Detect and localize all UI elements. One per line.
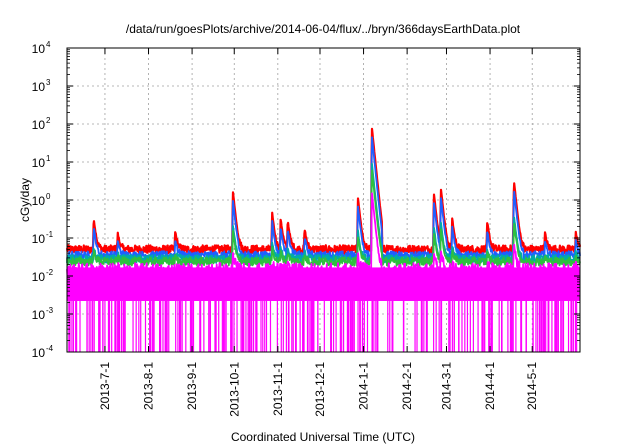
y-tick-label: 10	[32, 194, 46, 208]
series-line	[66, 162, 581, 265]
y-tick-label: 10	[32, 118, 46, 132]
series-line	[66, 136, 581, 261]
y-tick-exponent: -1	[46, 230, 54, 239]
chart-title: /data/run/goesPlots/archive/2014-06-04/f…	[126, 22, 521, 36]
y-tick-label: 10	[32, 232, 46, 246]
x-tick-label: 2014-4-1	[483, 362, 497, 410]
y-tick-label: 10	[32, 156, 46, 170]
x-tick-label: 2013-11-1	[271, 362, 285, 416]
x-tick-label: 2014-3-1	[439, 362, 453, 410]
series-line	[66, 169, 581, 267]
y-tick-exponent: 1	[46, 154, 51, 163]
y-tick-label: 10	[32, 42, 46, 56]
y-tick-exponent: 0	[46, 192, 51, 201]
plot-frame	[66, 47, 581, 353]
y-tick-exponent: -3	[46, 306, 54, 315]
x-tick-label: 2014-2-1	[400, 362, 414, 410]
x-tick-label: 2013-9-1	[185, 362, 199, 410]
x-axis-label: Coordinated Universal Time (UTC)	[231, 430, 415, 444]
x-tick-label: 2013-10-1	[227, 362, 241, 417]
y-tick-label: 10	[32, 346, 46, 360]
y-tick-label: 10	[32, 270, 46, 284]
y-tick-label: 10	[32, 80, 46, 94]
y-tick-exponent: -4	[46, 344, 54, 353]
y-tick-label: 10	[32, 308, 46, 322]
y-axis-label: cGy/day	[18, 178, 32, 222]
series-line	[65, 127, 582, 255]
x-tick-label: 2013-7-1	[98, 362, 112, 410]
series-line	[66, 192, 581, 284]
x-tick-label: 2013-12-1	[313, 362, 327, 417]
x-tick-label: 2014-5-1	[525, 362, 539, 410]
grid	[67, 48, 580, 352]
x-tick-label: 2013-8-1	[142, 362, 156, 410]
x-tick-label: 2014-1-1	[357, 362, 371, 410]
y-tick-exponent: 2	[46, 116, 51, 125]
plot-area	[65, 127, 582, 352]
y-tick-exponent: 4	[46, 40, 51, 49]
y-tick-exponent: -2	[46, 268, 54, 277]
y-tick-exponent: 3	[46, 78, 51, 87]
